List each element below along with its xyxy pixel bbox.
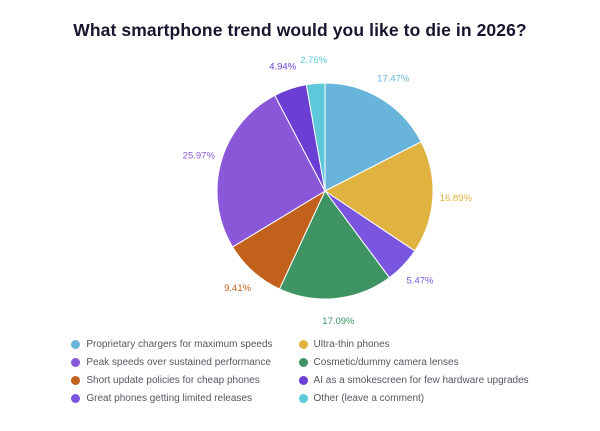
legend-item-2[interactable]: Peak speeds over sustained performance bbox=[71, 357, 272, 368]
chart-legend: Proprietary chargers for maximum speeds U… bbox=[0, 339, 600, 404]
legend-item-4[interactable]: Short update policies for cheap phones bbox=[71, 375, 272, 386]
legend-item-6[interactable]: Great phones getting limited releases bbox=[71, 393, 272, 404]
legend-item-label: Cosmetic/dummy camera lenses bbox=[313, 357, 459, 368]
legend-dot-icon bbox=[71, 394, 81, 403]
legend-dot-icon bbox=[298, 376, 308, 385]
legend-item-label: Short update policies for cheap phones bbox=[86, 375, 260, 386]
slice-value-label-5: 25.97% bbox=[183, 150, 216, 161]
slice-value-label-1: 16.89% bbox=[440, 193, 473, 204]
legend-item-1[interactable]: Ultra-thin phones bbox=[298, 339, 529, 350]
pie-slice-1[interactable] bbox=[324, 141, 434, 252]
legend-item-0[interactable]: Proprietary chargers for maximum speeds bbox=[71, 339, 273, 350]
slice-value-label-2: 5.47% bbox=[407, 276, 434, 287]
slice-value-label-3: 17.09% bbox=[322, 316, 355, 327]
legend-item-label: Great phones getting limited releases bbox=[86, 393, 252, 404]
pie-chart-area: 17.47% 16.89% 5.47% 17.09% 9.41% 25.97% 4.94% 2… bbox=[0, 43, 600, 335]
legend-dot-icon bbox=[71, 358, 81, 367]
legend-item-label: AI as a smokescreen for few hardware upg… bbox=[313, 375, 529, 386]
slice-value-label-7: 2.76% bbox=[300, 55, 327, 66]
pie-slice-5[interactable] bbox=[216, 94, 326, 248]
legend-item-5[interactable]: AI as a smokescreen for few hardware upg… bbox=[298, 375, 529, 386]
pie-chart: 17.47% 16.89% 5.47% 17.09% 9.41% 25.97% 4.94% 2… bbox=[183, 55, 473, 327]
legend-item-label: Other (leave a comment) bbox=[313, 393, 425, 404]
legend-dot-icon bbox=[298, 394, 308, 403]
legend-item-label: Peak speeds over sustained performance bbox=[86, 357, 271, 368]
legend-item-7[interactable]: Other (leave a comment) bbox=[298, 393, 529, 404]
slice-value-label-4: 9.41% bbox=[224, 283, 251, 294]
legend-dot-icon bbox=[298, 358, 308, 367]
legend-dot-icon bbox=[71, 376, 81, 385]
pie-slice-0[interactable] bbox=[324, 82, 422, 192]
legend-item-label: Ultra-thin phones bbox=[313, 339, 390, 350]
legend-item-3[interactable]: Cosmetic/dummy camera lenses bbox=[298, 357, 529, 368]
slice-value-label-6: 4.94% bbox=[269, 62, 296, 73]
slice-value-label-0: 17.47% bbox=[377, 74, 410, 85]
pie-slice-3[interactable] bbox=[278, 190, 391, 300]
chart-title: What smartphone trend would you like to … bbox=[73, 20, 527, 40]
pie-slice-7[interactable] bbox=[305, 82, 326, 192]
legend-item-label: Proprietary chargers for maximum speeds bbox=[86, 339, 273, 350]
legend-dot-icon bbox=[298, 340, 308, 349]
legend-dot-icon bbox=[71, 340, 81, 349]
